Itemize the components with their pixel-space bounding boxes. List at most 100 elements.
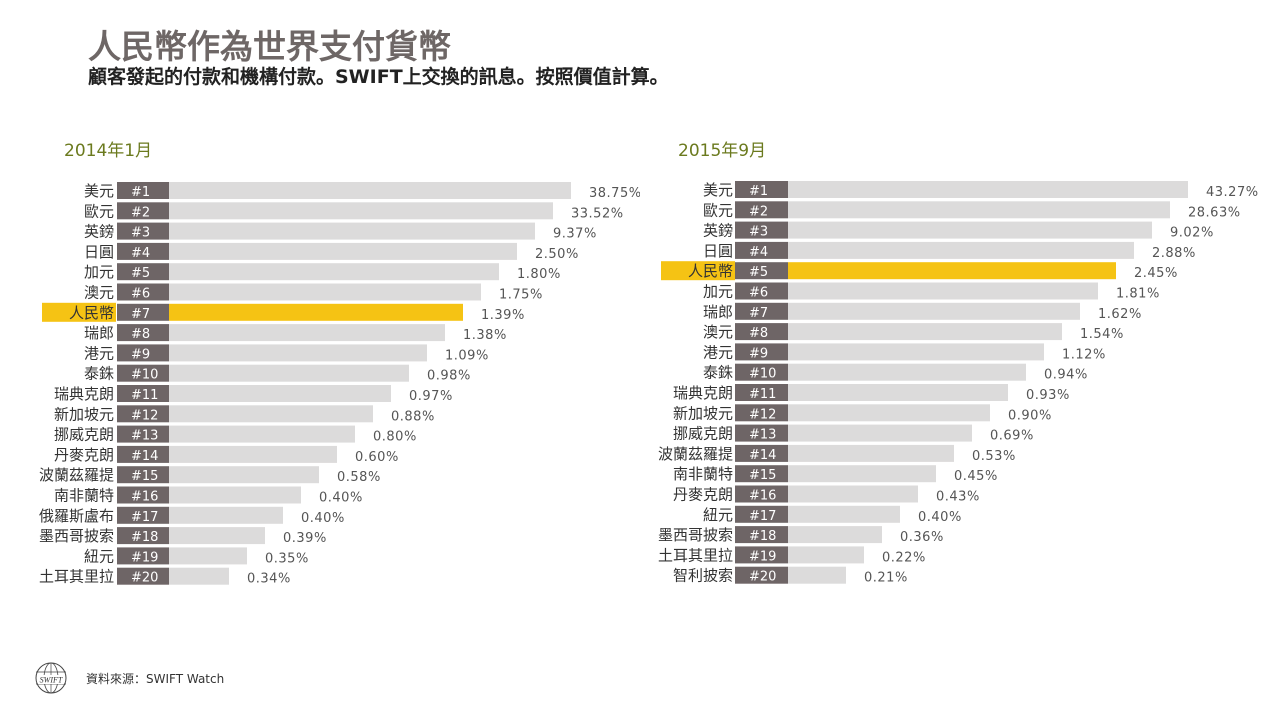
bar-row-5: #5 人民幣 2.45% xyxy=(661,261,1178,281)
rank-label: #17 xyxy=(131,510,158,525)
value-label: 0.97% xyxy=(409,389,453,404)
category-label: 波蘭茲羅提 xyxy=(658,445,733,463)
category-label: 瑞典克朗 xyxy=(673,384,733,402)
bar xyxy=(169,283,481,301)
value-label: 0.36% xyxy=(900,530,944,545)
rank-label: #12 xyxy=(749,407,776,422)
rank-badge xyxy=(117,425,169,443)
value-label: 1.80% xyxy=(517,267,561,282)
rank-label: #7 xyxy=(749,306,768,321)
value-label: 1.54% xyxy=(1080,327,1124,342)
value-label: 2.45% xyxy=(1134,266,1178,281)
value-label: 1.75% xyxy=(499,288,543,303)
bar-row-10: #10 泰銖 0.98% xyxy=(84,364,471,384)
footer: SWIFT 資料來源：SWIFT Watch xyxy=(34,661,224,695)
rank-badge xyxy=(735,526,788,544)
bar-row-15: #15 波蘭茲羅提 0.58% xyxy=(39,466,381,485)
category-label: 港元 xyxy=(703,343,733,361)
bar xyxy=(169,344,427,362)
rank-badge xyxy=(117,567,169,585)
rank-badge xyxy=(735,444,788,462)
category-label: 美元 xyxy=(84,182,114,200)
bar xyxy=(788,262,1116,280)
chart-2015: #1美元 43.27%#2歐元 28.63%#3英鎊 9.02%#4日圓 2.88%#5… xyxy=(658,181,1258,586)
category-label: 丹麥克朗 xyxy=(673,486,733,504)
category-label: 加元 xyxy=(84,263,114,281)
rank-label: #9 xyxy=(131,347,150,362)
bar xyxy=(788,465,936,483)
category-label: 挪威克朗 xyxy=(54,426,114,444)
bar-row-17: #17 紐元 0.40% xyxy=(703,505,962,525)
rank-label: #8 xyxy=(749,326,768,341)
category-label: 南非蘭特 xyxy=(54,487,114,505)
rank-label: #6 xyxy=(749,286,768,301)
bar-row-8: #8 瑞郎 1.38% xyxy=(84,324,506,343)
rank-badge xyxy=(117,222,169,240)
rank-badge xyxy=(735,424,788,442)
bar xyxy=(169,466,319,484)
value-label: 0.58% xyxy=(337,470,381,485)
value-label: 0.22% xyxy=(882,550,926,565)
bar-row-14: #14 丹麥克朗 0.60% xyxy=(54,445,399,465)
bar-row-8: #8 澳元 1.54% xyxy=(703,323,1124,342)
category-label: 墨西哥披索 xyxy=(39,527,114,545)
panel-title-2014: 2014年1月 xyxy=(64,141,153,161)
bar-row-6: #6 澳元 1.75% xyxy=(84,283,543,303)
category-label: 加元 xyxy=(703,283,733,301)
category-label: 紐元 xyxy=(84,547,114,565)
bar xyxy=(788,444,954,462)
swift-globe-icon: SWIFT xyxy=(35,662,67,694)
category-label: 英鎊 xyxy=(703,222,733,240)
bar-row-9: #9 港元 1.12% xyxy=(703,343,1105,362)
bar-row-15: #15 南非蘭特 0.45% xyxy=(673,465,997,484)
bar-row-4: #4 日圓 2.50% xyxy=(84,242,578,262)
rank-badge xyxy=(117,303,169,321)
panel-title-2015: 2015年9月 xyxy=(678,141,767,161)
bar-row-19: #19 土耳其里拉 0.22% xyxy=(658,546,926,565)
category-label: 土耳其里拉 xyxy=(658,546,733,564)
highlight-label-box xyxy=(42,302,116,322)
category-label: 歐元 xyxy=(84,202,114,220)
bar-row-3: #3 英鎊 9.02% xyxy=(703,221,1213,241)
bar-row-6: #6 加元 1.81% xyxy=(703,282,1159,302)
rank-badge xyxy=(735,546,788,564)
rank-label: #5 xyxy=(749,265,768,280)
rank-badge xyxy=(117,344,169,362)
rank-label: #6 xyxy=(131,287,150,302)
rank-label: #20 xyxy=(131,571,158,586)
category-label: 挪威克朗 xyxy=(673,425,733,443)
bar xyxy=(788,424,972,442)
category-label: 土耳其里拉 xyxy=(39,568,114,586)
rank-badge xyxy=(117,506,169,524)
value-label: 0.98% xyxy=(427,369,471,384)
rank-badge xyxy=(735,262,788,280)
bar-row-10: #10 泰銖 0.94% xyxy=(703,363,1087,383)
rank-badge xyxy=(735,221,788,239)
rank-badge xyxy=(117,182,169,199)
rank-badge xyxy=(117,385,169,402)
source-note: 資料來源：SWIFT Watch xyxy=(86,671,225,686)
bar-row-20: #20 土耳其里拉 0.34% xyxy=(39,567,290,587)
category-label: 智利披索 xyxy=(673,567,733,585)
bar-row-16: #16 南非蘭特 0.40% xyxy=(54,486,362,506)
bar xyxy=(169,303,463,321)
rank-label: #18 xyxy=(131,530,158,545)
bar xyxy=(169,222,535,240)
value-label: 1.62% xyxy=(1098,307,1142,322)
rank-badge xyxy=(117,405,169,423)
rank-badge xyxy=(117,364,169,382)
value-label: 0.90% xyxy=(1008,408,1052,423)
value-label: 0.60% xyxy=(355,450,399,465)
value-label: 0.40% xyxy=(918,510,962,525)
bar xyxy=(169,202,553,220)
rank-label: #11 xyxy=(749,387,776,402)
bar xyxy=(788,241,1134,259)
bar xyxy=(169,263,499,281)
rank-label: #7 xyxy=(131,307,150,322)
value-label: 1.39% xyxy=(481,308,525,323)
bar xyxy=(169,405,373,423)
value-label: 0.35% xyxy=(265,551,309,566)
category-label: 瑞郎 xyxy=(703,303,733,321)
bar xyxy=(169,385,391,402)
bar xyxy=(169,445,337,463)
